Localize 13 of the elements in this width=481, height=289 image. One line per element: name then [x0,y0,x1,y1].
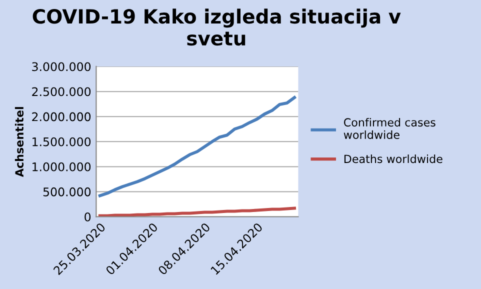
legend-label: Confirmed cases worldwide [344,118,436,140]
y-tick-label: 2.500.000 [32,87,91,96]
y-tick-label: 0 [84,212,91,222]
y-tick-label: 2.000.000 [32,112,91,122]
y-axis-title: Achsentitel [14,107,24,178]
legend-label: Deaths worldwide [344,154,442,164]
line-series [98,96,296,198]
y-tick-label: 3.000.000 [32,62,91,72]
y-tick-label: 1.500.000 [32,137,91,146]
y-tick-label: 1.000.000 [32,162,91,172]
line-series [98,206,296,217]
y-tick-label: 500.000 [43,187,91,196]
chart-title: COVID-19 Kako izgleda situacija v svetu [32,8,401,46]
